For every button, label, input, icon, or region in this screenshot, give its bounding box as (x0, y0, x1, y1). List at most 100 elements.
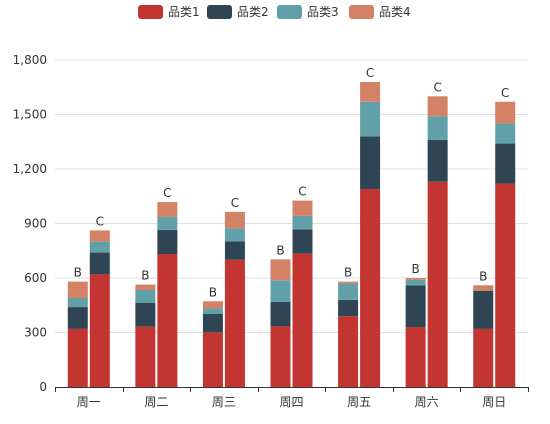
x-tick-label: 周日 (482, 395, 506, 409)
stack-label: C (433, 80, 441, 94)
bar-c-4[interactable] (427, 96, 448, 117)
bar-c-1[interactable] (157, 254, 178, 387)
bar-b-2[interactable] (473, 290, 494, 329)
stack-label: B (412, 262, 420, 276)
legend: 品类1 品类2 品类3 品类4 (138, 5, 411, 19)
legend-item[interactable]: 品类1 (138, 5, 200, 19)
bar-c-3[interactable] (292, 215, 313, 230)
bar-b-4[interactable] (67, 281, 88, 298)
x-axis: 周一 周二 周三 周四 周五 周六 周日 (55, 387, 529, 409)
bar-b-1[interactable] (473, 328, 494, 387)
y-tick-label: 600 (24, 271, 47, 285)
bar-b-1[interactable] (338, 316, 359, 387)
legend-item[interactable]: 品类4 (349, 5, 411, 19)
y-tick-label: 900 (24, 217, 47, 231)
y-tick-label: 1,800 (13, 53, 47, 67)
legend-label: 品类2 (237, 5, 269, 19)
legend-label: 品类3 (307, 5, 339, 19)
x-tick-label: 周六 (415, 395, 439, 409)
stack-label: B (209, 285, 217, 299)
bar-c-3[interactable] (224, 228, 245, 242)
legend-label: 品类4 (379, 5, 411, 19)
bars (67, 81, 516, 387)
stack-label: C (231, 196, 239, 210)
stack-label: C (96, 214, 104, 228)
x-tick-label: 周一 (77, 395, 101, 409)
bar-c-3[interactable] (157, 216, 178, 231)
stack-label: B (74, 266, 82, 280)
bar-c-2[interactable] (89, 252, 110, 275)
bar-c-4[interactable] (224, 211, 245, 229)
bar-b-4[interactable] (338, 281, 359, 284)
y-tick-label: 300 (24, 326, 47, 340)
bar-c-3[interactable] (89, 241, 110, 253)
stack-label: B (344, 266, 352, 280)
bar-b-3[interactable] (202, 308, 223, 314)
bar-b-2[interactable] (135, 302, 156, 327)
bar-c-1[interactable] (89, 274, 110, 387)
bar-c-2[interactable] (495, 143, 516, 184)
y-axis: 0 300 600 900 1,200 1,500 1,800 (13, 53, 47, 394)
bar-b-2[interactable] (338, 299, 359, 317)
legend-swatch (277, 5, 302, 19)
bar-b-4[interactable] (270, 259, 291, 281)
stack-label: B (141, 269, 149, 283)
legend-label: 品类1 (168, 5, 200, 19)
bar-c-3[interactable] (427, 116, 448, 140)
bar-b-4[interactable] (135, 284, 156, 290)
bar-b-1[interactable] (202, 332, 223, 387)
x-tick-label: 周二 (144, 395, 168, 409)
bar-b-4[interactable] (473, 285, 494, 291)
bar-b-4[interactable] (202, 301, 223, 309)
stack-label: C (163, 186, 171, 200)
stack-label: C (298, 185, 306, 199)
legend-swatch (207, 5, 232, 19)
gridlines (55, 59, 528, 333)
stack-label: B (276, 243, 284, 257)
y-tick-label: 1,500 (13, 108, 47, 122)
stack-label: B (479, 269, 487, 283)
bar-c-2[interactable] (427, 139, 448, 182)
bar-c-1[interactable] (224, 259, 245, 387)
bar-c-4[interactable] (292, 200, 313, 216)
bar-b-1[interactable] (67, 328, 88, 387)
bar-b-1[interactable] (135, 326, 156, 387)
bar-b-4[interactable] (405, 278, 426, 280)
bar-b-3[interactable] (405, 279, 426, 286)
legend-item[interactable]: 品类3 (277, 5, 339, 19)
bar-c-1[interactable] (427, 181, 448, 387)
bar-b-3[interactable] (135, 289, 156, 303)
bar-c-3[interactable] (360, 101, 381, 137)
bar-b-2[interactable] (202, 313, 223, 333)
y-tick-label: 1,200 (13, 162, 47, 176)
stack-label: C (501, 86, 509, 100)
bar-b-3[interactable] (338, 283, 359, 300)
bar-b-1[interactable] (270, 326, 291, 387)
bar-c-1[interactable] (495, 183, 516, 387)
bar-c-4[interactable] (89, 230, 110, 242)
x-tick-label: 周三 (212, 395, 236, 409)
bar-b-1[interactable] (405, 327, 426, 387)
legend-item[interactable]: 品类2 (207, 5, 269, 19)
bar-c-4[interactable] (495, 101, 516, 124)
bar-c-1[interactable] (360, 188, 381, 387)
legend-swatch (138, 5, 163, 19)
legend-swatch (349, 5, 374, 19)
bar-c-2[interactable] (292, 229, 313, 254)
y-tick-label: 0 (39, 380, 47, 394)
bar-b-2[interactable] (405, 285, 426, 328)
bar-c-2[interactable] (157, 230, 178, 255)
bar-c-2[interactable] (224, 241, 245, 260)
bar-c-4[interactable] (157, 202, 178, 217)
bar-c-2[interactable] (360, 136, 381, 189)
bar-b-3[interactable] (270, 280, 291, 302)
bar-c-1[interactable] (292, 253, 313, 387)
bar-b-3[interactable] (67, 297, 88, 308)
bar-b-2[interactable] (270, 301, 291, 327)
bar-labels: B C B C B C B C B C B C B C (74, 66, 510, 299)
bar-c-4[interactable] (360, 81, 381, 102)
bar-b-2[interactable] (67, 307, 88, 329)
bar-c-3[interactable] (495, 123, 516, 144)
